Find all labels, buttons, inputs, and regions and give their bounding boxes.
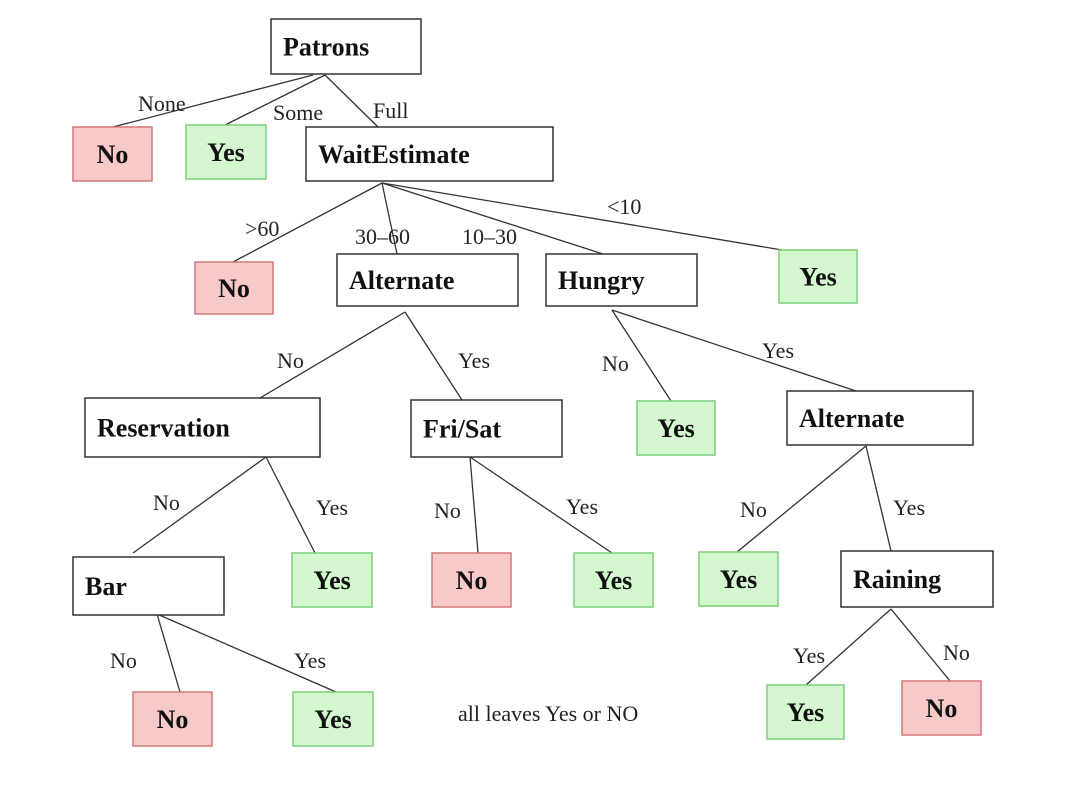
leaf-node-yes2: Yes	[778, 249, 858, 304]
edge-alt2-yes6	[736, 445, 867, 553]
edge-alt1-reservation	[259, 311, 406, 399]
decision-node-wait: WaitEstimate	[305, 126, 554, 182]
edge-label: Yes	[316, 495, 348, 520]
edge-wait-yes2	[381, 182, 783, 251]
caption: all leaves Yes or NO	[458, 701, 638, 726]
node-label: Patrons	[283, 33, 369, 62]
edge-frisat-no3	[469, 456, 479, 554]
edge-bar-yes7	[156, 613, 337, 693]
node-label: Yes	[314, 705, 352, 734]
edge-label: Full	[373, 98, 408, 123]
decision-node-alt2: Alternate	[786, 390, 974, 446]
leaf-node-yes6: Yes	[698, 551, 779, 607]
node-label: Bar	[85, 572, 127, 601]
node-label: No	[218, 274, 250, 303]
edge-alt2-raining	[865, 445, 892, 552]
edge-patrons-wait	[324, 74, 379, 128]
edge-wait-no2	[232, 182, 383, 263]
edge-label: No	[943, 640, 970, 665]
edge-label: None	[138, 91, 186, 116]
edge-label: Some	[273, 100, 323, 125]
leaf-node-yes8: Yes	[766, 684, 845, 740]
edge-label: No	[277, 348, 304, 373]
node-label: Yes	[787, 698, 825, 727]
leaf-node-yes7: Yes	[292, 691, 374, 747]
edge-label: Yes	[566, 494, 598, 519]
node-label: WaitEstimate	[318, 140, 470, 169]
node-label: Yes	[799, 263, 837, 292]
node-label: Yes	[720, 565, 758, 594]
edge-label: No	[602, 351, 629, 376]
decision-node-frisat: Fri/Sat	[410, 399, 563, 458]
edge-label: No	[153, 490, 180, 515]
edge-label: No	[740, 497, 767, 522]
leaf-node-yes3: Yes	[636, 400, 716, 456]
leaf-node-no2: No	[194, 261, 274, 315]
leaf-node-no1: No	[72, 126, 153, 182]
node-label: Yes	[657, 414, 695, 443]
decision-node-alt1: Alternate	[336, 253, 519, 307]
edge-hungry-alt2	[611, 309, 857, 392]
edge-label: 10–30	[462, 224, 517, 249]
decision-node-hungry: Hungry	[545, 253, 698, 307]
edge-label: 30–60	[355, 224, 410, 249]
edge-reservation-yes4	[265, 456, 316, 554]
node-label: No	[97, 140, 129, 169]
edge-wait-alt1	[381, 182, 398, 255]
node-label: Yes	[595, 566, 633, 595]
leaf-node-yes4: Yes	[291, 552, 373, 608]
edge-patrons-yes1	[224, 74, 326, 126]
edge-frisat-yes5	[469, 456, 613, 554]
edge-raining-yes8	[805, 608, 892, 686]
node-label: Yes	[207, 138, 245, 167]
edge-raining-no5	[890, 608, 951, 682]
edge-label: Yes	[762, 338, 794, 363]
node-label: Yes	[313, 566, 351, 595]
node-label: Alternate	[349, 266, 454, 295]
edge-patrons-no1	[112, 74, 314, 128]
decision-node-bar: Bar	[72, 556, 225, 616]
edge-label: No	[110, 648, 137, 673]
leaf-node-yes5: Yes	[573, 552, 654, 608]
edge-label: Yes	[893, 495, 925, 520]
leaf-node-yes1: Yes	[185, 124, 267, 180]
node-label: No	[926, 694, 958, 723]
edge-label: Yes	[294, 648, 326, 673]
edge-label: <10	[607, 194, 641, 219]
edge-hungry-yes3	[611, 309, 672, 402]
node-label: No	[157, 705, 189, 734]
edges: None Some Full >60 30–60 10–30 <10 No Yes No Yes No…	[110, 74, 970, 693]
node-label: Reservation	[97, 414, 230, 443]
node-label: No	[456, 566, 488, 595]
nodes: Patrons No Yes WaitEstimate No Alternate Hungr…	[72, 18, 994, 747]
decision-node-patrons: Patrons	[270, 18, 422, 75]
edge-label: No	[434, 498, 461, 523]
edge-label: Yes	[793, 643, 825, 668]
edge-bar-no4	[156, 613, 181, 693]
node-label: Hungry	[558, 266, 645, 295]
edge-reservation-bar	[132, 456, 267, 554]
node-label: Raining	[853, 565, 941, 594]
leaf-node-no4: No	[132, 691, 213, 747]
node-label: Fri/Sat	[423, 415, 501, 444]
node-label: Alternate	[799, 404, 904, 433]
leaf-node-no3: No	[431, 552, 512, 608]
leaf-node-no5: No	[901, 680, 982, 736]
decision-node-reservation: Reservation	[84, 397, 321, 458]
decision-node-raining: Raining	[840, 550, 994, 608]
edge-wait-hungry	[381, 182, 604, 255]
edge-label: >60	[245, 216, 279, 241]
edge-label: Yes	[458, 348, 490, 373]
edge-alt1-frisat	[404, 311, 463, 401]
